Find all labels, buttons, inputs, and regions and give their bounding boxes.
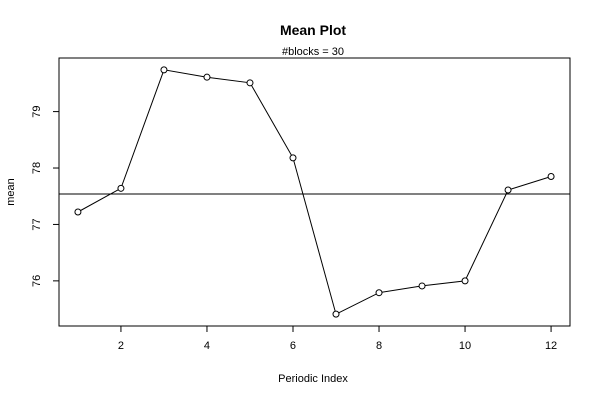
y-tick-label: 78 <box>31 162 43 174</box>
data-point <box>504 186 512 194</box>
x-tick-label: 10 <box>459 340 471 352</box>
data-point <box>246 79 254 87</box>
y-axis-label: mean <box>5 178 17 206</box>
chart-subtitle: #blocks = 30 <box>282 46 344 58</box>
y-tick-label: 77 <box>31 218 43 230</box>
x-tick-label: 2 <box>118 340 124 352</box>
data-point <box>289 154 297 162</box>
data-points <box>74 66 555 318</box>
data-point <box>418 282 426 290</box>
x-tick-label: 8 <box>376 340 382 352</box>
data-point <box>461 277 469 285</box>
y-tick-label: 76 <box>31 275 43 287</box>
chart-title: Mean Plot <box>280 22 346 38</box>
series-line <box>77 69 552 315</box>
data-point <box>74 208 82 216</box>
x-axis: 2 4 6 8 10 12 <box>118 326 557 352</box>
data-point <box>117 184 125 192</box>
data-point <box>160 66 168 74</box>
x-tick-label: 4 <box>204 340 210 352</box>
data-point <box>547 172 555 180</box>
data-point <box>203 73 211 81</box>
y-tick-label: 79 <box>31 105 43 117</box>
plot-frame <box>58 57 571 327</box>
data-point <box>375 289 383 297</box>
y-axis: 76 77 78 79 <box>31 105 59 287</box>
x-axis-label: Periodic Index <box>278 373 348 385</box>
x-tick-label: 6 <box>290 340 296 352</box>
x-tick-label: 12 <box>545 340 557 352</box>
data-point <box>332 310 340 318</box>
